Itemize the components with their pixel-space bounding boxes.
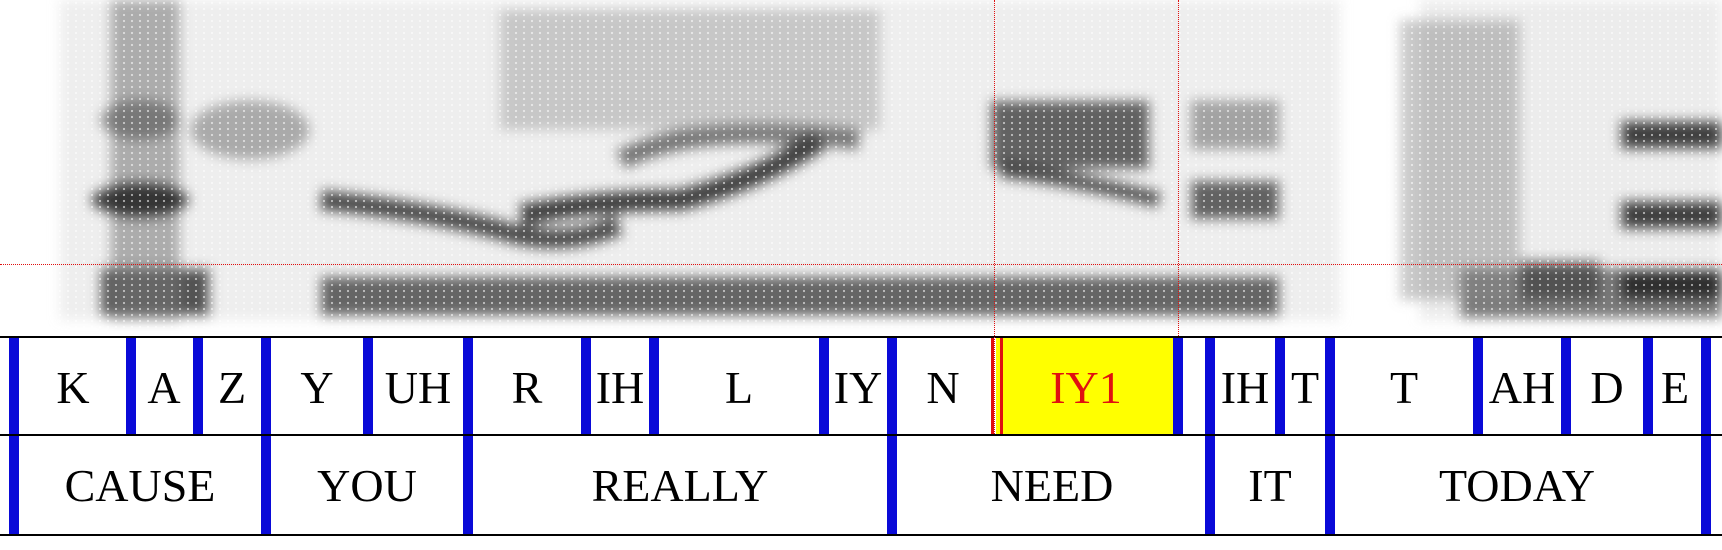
phone-boundary[interactable] [581,338,591,436]
phone-interval[interactable]: IH [595,361,645,413]
phone-interval[interactable]: R [511,361,543,413]
phone-interval[interactable]: Y [300,361,334,413]
word-interval[interactable]: TODAY [1439,459,1595,511]
phone-boundary[interactable] [1561,338,1571,436]
spectrogram[interactable] [0,0,1722,336]
phone-interval[interactable]: IH [1220,361,1270,413]
phone-interval[interactable]: T [1290,361,1320,413]
phone-boundary[interactable] [819,338,829,436]
phone-interval[interactable]: N [926,361,960,413]
phone-boundary[interactable] [1205,338,1215,436]
word-boundary[interactable] [1325,436,1335,534]
phone-boundary[interactable] [261,338,271,436]
word-boundary[interactable] [463,436,473,534]
word-tier[interactable]: CAUSE YOU REALLY NEED IT TODAY [0,434,1722,536]
word-interval[interactable]: IT [1248,459,1292,511]
phone-boundary[interactable] [193,338,203,436]
phone-boundary[interactable] [9,338,19,436]
phone-interval[interactable]: A [147,361,181,413]
word-boundary[interactable] [261,436,271,534]
phone-interval[interactable]: K [56,361,90,413]
word-interval[interactable]: NEED [990,459,1114,511]
phone-boundary[interactable] [126,338,136,436]
phone-boundary[interactable] [1473,338,1483,436]
phone-boundary[interactable] [1275,338,1285,436]
word-boundary[interactable] [1701,436,1711,534]
phone-boundary[interactable] [1325,338,1335,436]
phone-boundary[interactable] [1643,338,1653,436]
phone-interval[interactable]: L [724,361,754,413]
word-boundary[interactable] [9,436,19,534]
word-interval[interactable]: YOU [317,459,417,511]
phone-interval[interactable]: D [1590,361,1624,413]
phone-boundary[interactable] [649,338,659,436]
phone-boundary[interactable] [363,338,373,436]
phone-interval[interactable]: Z [217,361,247,413]
phone-boundary[interactable] [463,338,473,436]
phone-interval[interactable] [1180,338,1208,436]
word-boundary[interactable] [1205,436,1215,534]
phone-boundary[interactable] [1173,338,1183,436]
word-interval[interactable]: CAUSE [64,459,216,511]
phone-interval[interactable]: T [1389,361,1419,413]
word-boundary[interactable] [887,436,897,534]
phone-interval[interactable]: AH [1488,361,1556,413]
phone-boundary[interactable] [1701,338,1711,436]
phone-tier[interactable]: K A Z Y UH R IH L IY N IY1 IH T T AH D E [0,336,1722,436]
phone-interval[interactable]: IY [833,361,883,413]
phone-interval-selected[interactable]: IY1 [996,338,1176,436]
phone-boundary[interactable] [887,338,897,436]
phone-interval[interactable]: UH [384,361,452,413]
word-interval[interactable]: REALLY [591,459,769,511]
phone-interval[interactable]: E [1660,361,1690,413]
